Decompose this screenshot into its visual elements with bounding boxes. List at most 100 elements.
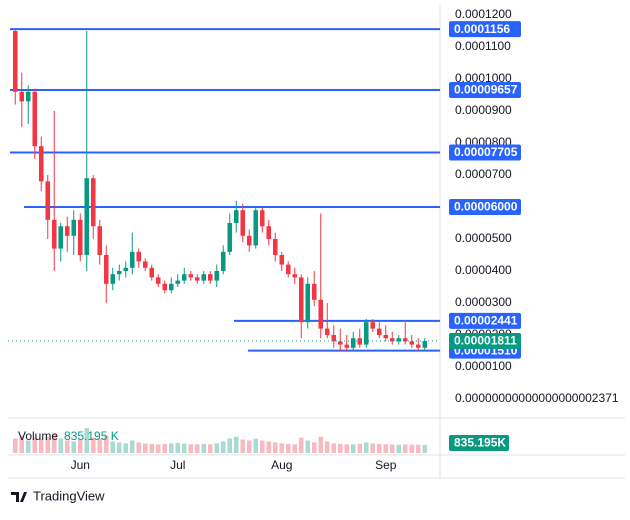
candle-body xyxy=(311,283,317,300)
candle-body xyxy=(201,274,207,281)
y-tick-label: 0.0001000 xyxy=(455,71,512,85)
volume-bar xyxy=(123,443,129,453)
candle-body xyxy=(383,335,389,339)
candle-body xyxy=(422,341,428,348)
volume-bar xyxy=(71,441,77,453)
volume-bar xyxy=(331,443,337,453)
brand: TradingView xyxy=(33,488,105,503)
level-label: 0.0001156 xyxy=(454,22,510,36)
candle-body xyxy=(396,338,402,342)
candle-body xyxy=(129,251,135,268)
y-tick-label: 0.0000100 xyxy=(455,359,512,373)
candle-body xyxy=(32,91,38,147)
volume-bar xyxy=(129,440,135,453)
volume-bar xyxy=(90,437,96,453)
candle-body xyxy=(149,267,155,278)
candle-body xyxy=(207,274,213,281)
level-label-box xyxy=(449,312,521,329)
level-label: 0.00002441 xyxy=(454,314,518,328)
candle-body xyxy=(350,338,356,348)
volume-bar xyxy=(285,443,291,453)
volume-bar xyxy=(363,442,369,453)
y-tick-label: 0.00000000000000000002371 xyxy=(455,391,619,405)
volume-bar xyxy=(103,435,109,453)
candle-body xyxy=(71,219,77,236)
volume-bar xyxy=(207,444,213,453)
candle-body xyxy=(305,283,311,323)
candle-body xyxy=(266,226,272,239)
volume-bar xyxy=(181,443,187,453)
volume-bar xyxy=(305,440,311,453)
candle-body xyxy=(240,210,246,236)
level-label-box xyxy=(449,81,521,98)
candle-body xyxy=(84,178,90,255)
candle-body xyxy=(142,261,148,268)
candle-body xyxy=(259,210,265,227)
candle-body xyxy=(25,91,31,102)
volume-bar xyxy=(253,438,259,453)
candle-body xyxy=(253,210,259,246)
volume-bar xyxy=(25,440,31,453)
x-tick-label: Aug xyxy=(271,458,292,472)
candle-body xyxy=(279,255,285,265)
y-tick-label: 0.0001100 xyxy=(455,39,511,53)
volume-bar xyxy=(149,443,155,453)
volume-bar xyxy=(415,444,421,453)
volume-bar xyxy=(318,436,324,453)
candle-body xyxy=(272,239,278,255)
candle-body xyxy=(357,338,363,345)
candle-body xyxy=(97,226,103,255)
volume-bar xyxy=(110,441,116,453)
y-tick-label: 0.0001200 xyxy=(455,7,512,21)
volume-bar xyxy=(422,444,428,453)
volume-legend-value: 835.195 K xyxy=(64,429,119,443)
candle-body xyxy=(318,299,324,329)
candle-body xyxy=(233,210,239,223)
y-tick-label: 0.0000300 xyxy=(455,295,512,309)
volume-bar xyxy=(344,444,350,453)
volume-bar xyxy=(409,444,415,453)
volume-bar xyxy=(155,444,161,453)
candle-body xyxy=(389,338,395,342)
level-label-box xyxy=(449,144,521,161)
candle-body xyxy=(181,274,187,281)
volume-bar xyxy=(38,439,44,453)
y-tick-label: 0.0000700 xyxy=(455,167,512,181)
candle-body xyxy=(103,255,109,284)
volume-bar xyxy=(214,443,220,453)
candle-body xyxy=(246,235,252,246)
candle-body xyxy=(227,223,233,252)
candle-body xyxy=(12,31,18,92)
candle-body xyxy=(162,283,168,291)
current-price-label: 0.00001811 xyxy=(454,334,517,348)
candle-body xyxy=(38,146,44,182)
candle-body xyxy=(370,322,376,329)
level-label-box xyxy=(449,199,521,215)
volume-bar xyxy=(19,435,25,453)
candle-body xyxy=(77,219,83,255)
current-price-box xyxy=(449,333,521,350)
candle-body xyxy=(292,274,298,278)
volume-bar xyxy=(51,432,57,453)
volume-bar xyxy=(116,442,122,453)
volume-bar xyxy=(396,444,402,453)
volume-bar xyxy=(64,440,70,453)
volume-bar xyxy=(259,440,265,453)
volume-bar xyxy=(227,438,233,453)
candle-body xyxy=(58,226,64,249)
y-tick-label: 0.0000500 xyxy=(455,231,512,245)
volume-bar xyxy=(58,438,64,453)
volume-bar xyxy=(97,438,103,453)
candle-body xyxy=(409,341,415,345)
volume-bar xyxy=(324,441,330,453)
candle-body xyxy=(116,271,122,275)
level-label: 0.00007705 xyxy=(454,145,518,159)
candle-body xyxy=(45,181,51,220)
volume-bar xyxy=(350,444,356,453)
candle-body xyxy=(136,251,142,262)
volume-bar xyxy=(84,428,90,453)
volume-bar xyxy=(357,443,363,453)
x-tick-label: Sep xyxy=(375,458,397,472)
volume-bar xyxy=(292,444,298,453)
volume-bar xyxy=(45,436,51,453)
